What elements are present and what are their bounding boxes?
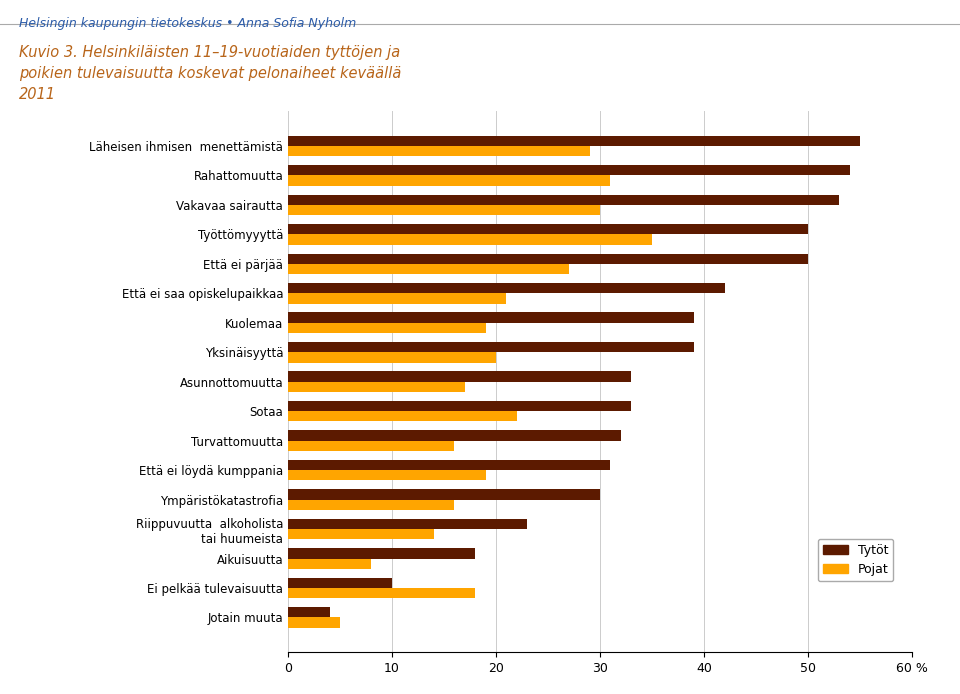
Bar xyxy=(288,559,372,569)
Bar xyxy=(288,607,329,618)
Bar xyxy=(288,342,693,353)
Bar xyxy=(288,264,568,274)
Bar xyxy=(288,165,850,176)
Bar xyxy=(288,548,475,559)
Bar xyxy=(288,588,475,598)
Bar xyxy=(288,205,600,215)
Bar xyxy=(288,283,725,294)
Bar xyxy=(288,529,434,539)
Bar xyxy=(288,253,808,264)
Bar xyxy=(288,518,527,529)
Bar xyxy=(288,135,860,146)
Text: Helsingin kaupungin tietokeskus • Anna Sofia Nyholm: Helsingin kaupungin tietokeskus • Anna S… xyxy=(19,17,356,31)
Bar xyxy=(288,500,454,510)
Bar xyxy=(288,470,486,480)
Bar xyxy=(288,235,652,245)
Bar xyxy=(288,401,632,411)
Bar xyxy=(288,194,839,205)
Text: poikien tulevaisuutta koskevat pelonaiheet keväällä: poikien tulevaisuutta koskevat pelonaihe… xyxy=(19,66,401,81)
Bar xyxy=(288,353,496,362)
Bar xyxy=(288,312,693,323)
Bar xyxy=(288,430,621,441)
Bar xyxy=(288,382,465,392)
Bar xyxy=(288,176,611,186)
Bar xyxy=(288,441,454,451)
Bar xyxy=(288,224,808,235)
Bar xyxy=(288,460,611,470)
Bar xyxy=(288,489,600,500)
Bar xyxy=(288,146,589,156)
Bar xyxy=(288,294,507,303)
Bar xyxy=(288,371,632,382)
Bar xyxy=(288,577,392,588)
Bar xyxy=(288,323,486,333)
Legend: Tytöt, Pojat: Tytöt, Pojat xyxy=(818,539,893,581)
Text: 2011: 2011 xyxy=(19,87,57,102)
Text: Kuvio 3. Helsinkiläisten 11–19-vuotiaiden tyttöjen ja: Kuvio 3. Helsinkiläisten 11–19-vuotiaide… xyxy=(19,45,400,60)
Bar xyxy=(288,411,516,421)
Bar xyxy=(288,618,340,628)
